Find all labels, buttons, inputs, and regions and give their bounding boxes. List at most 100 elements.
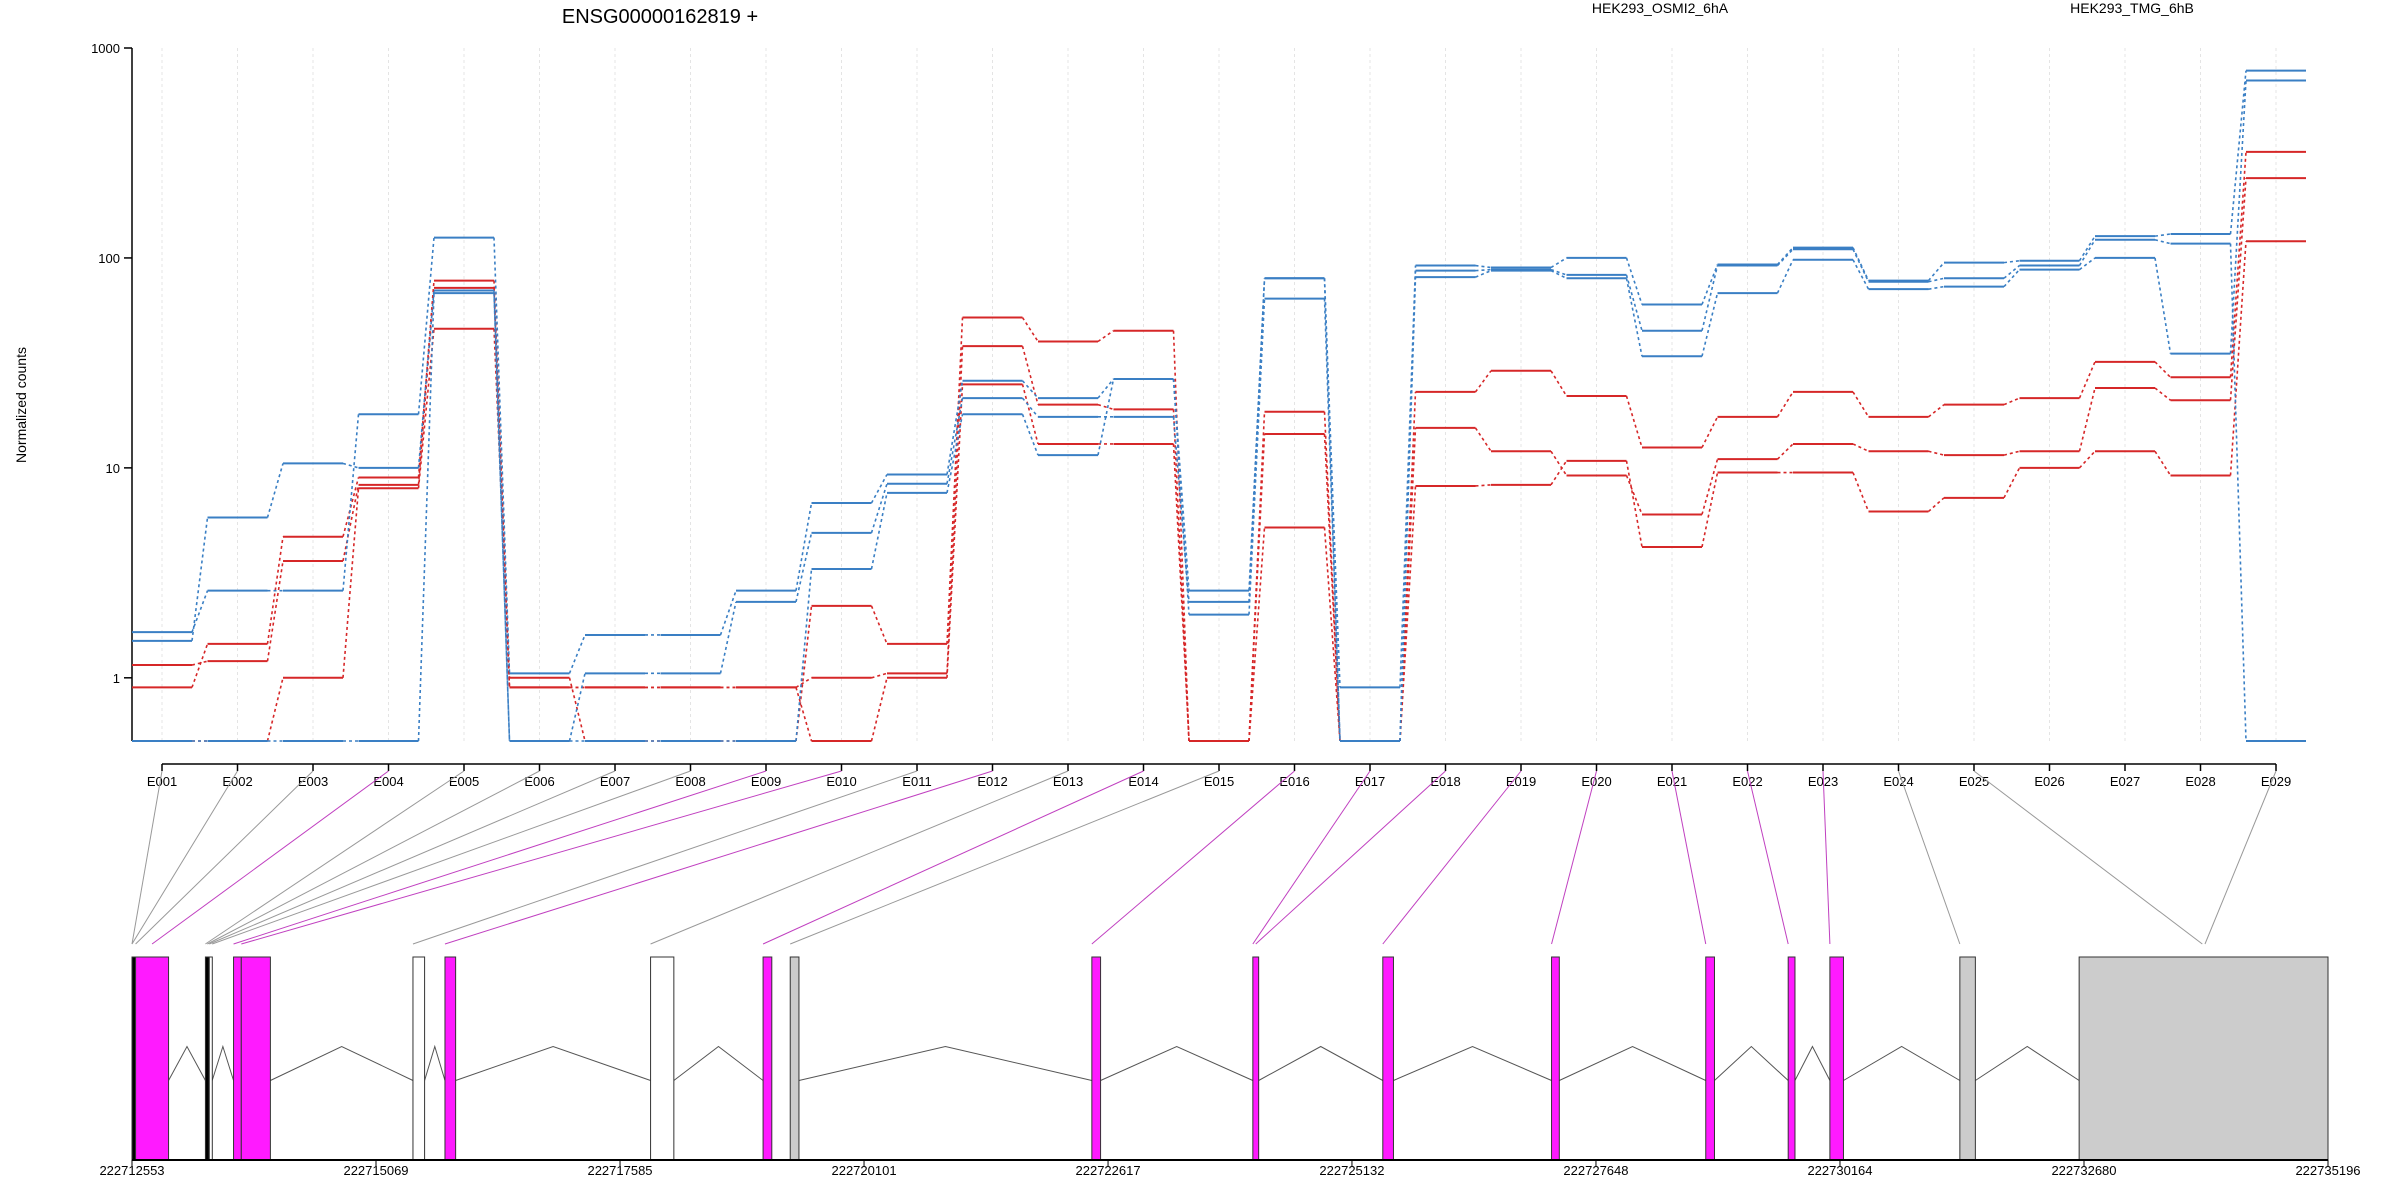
genomic-tick-label: 222727648: [1563, 1163, 1628, 1178]
series-connector: [2079, 257, 2096, 271]
exon-link-e008: [212, 770, 691, 945]
exon-block: [2078, 956, 2329, 1161]
x-tick-label-e007: E007: [600, 774, 630, 789]
intron-line: [424, 1044, 446, 1081]
x-tick-label-e006: E006: [524, 774, 554, 789]
x-tick-label-e013: E013: [1053, 774, 1083, 789]
series-connector: [1097, 330, 1114, 343]
exon-link-e003: [135, 770, 314, 945]
series-connector: [1399, 391, 1417, 742]
series-connector: [1550, 268, 1567, 276]
series-connector: [1701, 264, 1719, 305]
x-tick-label-e017: E017: [1355, 774, 1385, 789]
series-connector: [1399, 265, 1417, 688]
series-connector: [1852, 248, 1870, 283]
series-connector: [1323, 411, 1341, 742]
series-connector: [1248, 433, 1266, 742]
series-connector: [1927, 262, 1945, 282]
genomic-tick-label: 222717585: [587, 1163, 652, 1178]
series-connector: [795, 568, 813, 742]
exon-link-e015: [790, 770, 1220, 945]
x-tick-label-e024: E024: [1883, 774, 1913, 789]
series-connector: [1852, 443, 1869, 452]
exon-link-e014: [762, 770, 1144, 945]
series-connector: [1852, 472, 1870, 512]
exon-link-e023: [1822, 770, 1831, 945]
x-tick-label-e010: E010: [826, 774, 856, 789]
x-tick-label-e004: E004: [373, 774, 403, 789]
series-connector: [946, 384, 964, 678]
series-connector: [1475, 264, 1492, 269]
exon-link-e019: [1382, 770, 1522, 945]
intron-line: [1100, 1045, 1254, 1081]
exon-link-e020: [1551, 770, 1597, 945]
exon-link-e005: [205, 770, 465, 945]
series-connector: [1625, 475, 1643, 515]
series-connector: [1399, 270, 1417, 742]
series-connector: [2003, 259, 2020, 264]
series-connector: [1323, 278, 1341, 742]
series-connector: [795, 502, 813, 591]
exon-link-e012: [444, 770, 993, 945]
series-connector: [1928, 285, 1945, 290]
x-tick-label-e018: E018: [1430, 774, 1460, 789]
x-tick-label-e025: E025: [1959, 774, 1989, 789]
series-connector: [946, 380, 964, 475]
x-tick-label-e022: E022: [1732, 774, 1762, 789]
series-connector: [2078, 450, 2096, 469]
series-connector: [1021, 384, 1039, 445]
series-connector: [568, 634, 586, 674]
series-connector: [1475, 268, 1492, 272]
series-connector: [1625, 274, 1643, 331]
series-connector: [1928, 450, 1945, 456]
genomic-tick-label: 222730164: [1807, 1163, 1872, 1178]
genomic-tick-label: 222735196: [2295, 1163, 2360, 1178]
series-connector: [493, 293, 511, 742]
series-connector: [1097, 378, 1115, 456]
x-tick-label-e019: E019: [1506, 774, 1536, 789]
series-connector: [871, 672, 888, 679]
x-tick-label-e009: E009: [751, 774, 781, 789]
series-connector: [1172, 330, 1190, 742]
series-connector: [266, 463, 284, 518]
x-tick-label-e020: E020: [1581, 774, 1611, 789]
exon-link-e002: [131, 770, 238, 945]
series-6: [132, 238, 2306, 742]
series-connector: [946, 414, 964, 494]
intron-line: [1843, 1045, 1961, 1081]
series-connector: [1172, 416, 1190, 602]
genomic-tick-label: 222712553: [99, 1163, 164, 1178]
exon-block: [444, 956, 457, 1161]
x-tick-label-e011: E011: [902, 774, 931, 789]
x-tick-label-e027: E027: [2110, 774, 2140, 789]
series-connector: [1928, 277, 1945, 283]
series-connector: [266, 560, 284, 662]
series-connector: [2078, 387, 2096, 452]
series-connector: [1021, 413, 1039, 456]
series-connector: [417, 293, 435, 742]
exon-link-e018: [1255, 770, 1446, 945]
exon-link-e006: [207, 770, 540, 945]
exon-block: [240, 956, 271, 1161]
series-connector: [2003, 397, 2020, 406]
series-connector: [1399, 277, 1417, 742]
series-connector: [417, 280, 435, 478]
series-connector: [1248, 298, 1266, 615]
series-connector: [1776, 248, 1794, 267]
series-connector: [2229, 178, 2247, 401]
genomic-tick-label: 222720101: [831, 1163, 896, 1178]
series-connector: [2154, 239, 2171, 245]
series-connector: [266, 677, 284, 742]
intron-line: [455, 1045, 651, 1081]
exon-block: [412, 956, 426, 1161]
intron-line: [270, 1045, 414, 1081]
series-connector: [1625, 395, 1643, 448]
exon-block: [1959, 956, 1976, 1161]
series-connector: [1701, 472, 1719, 548]
genomic-tick-label: 222715069: [343, 1163, 408, 1178]
exon-link-e009: [233, 770, 767, 945]
series-connector: [1776, 391, 1794, 418]
series-connector: [2003, 450, 2020, 456]
